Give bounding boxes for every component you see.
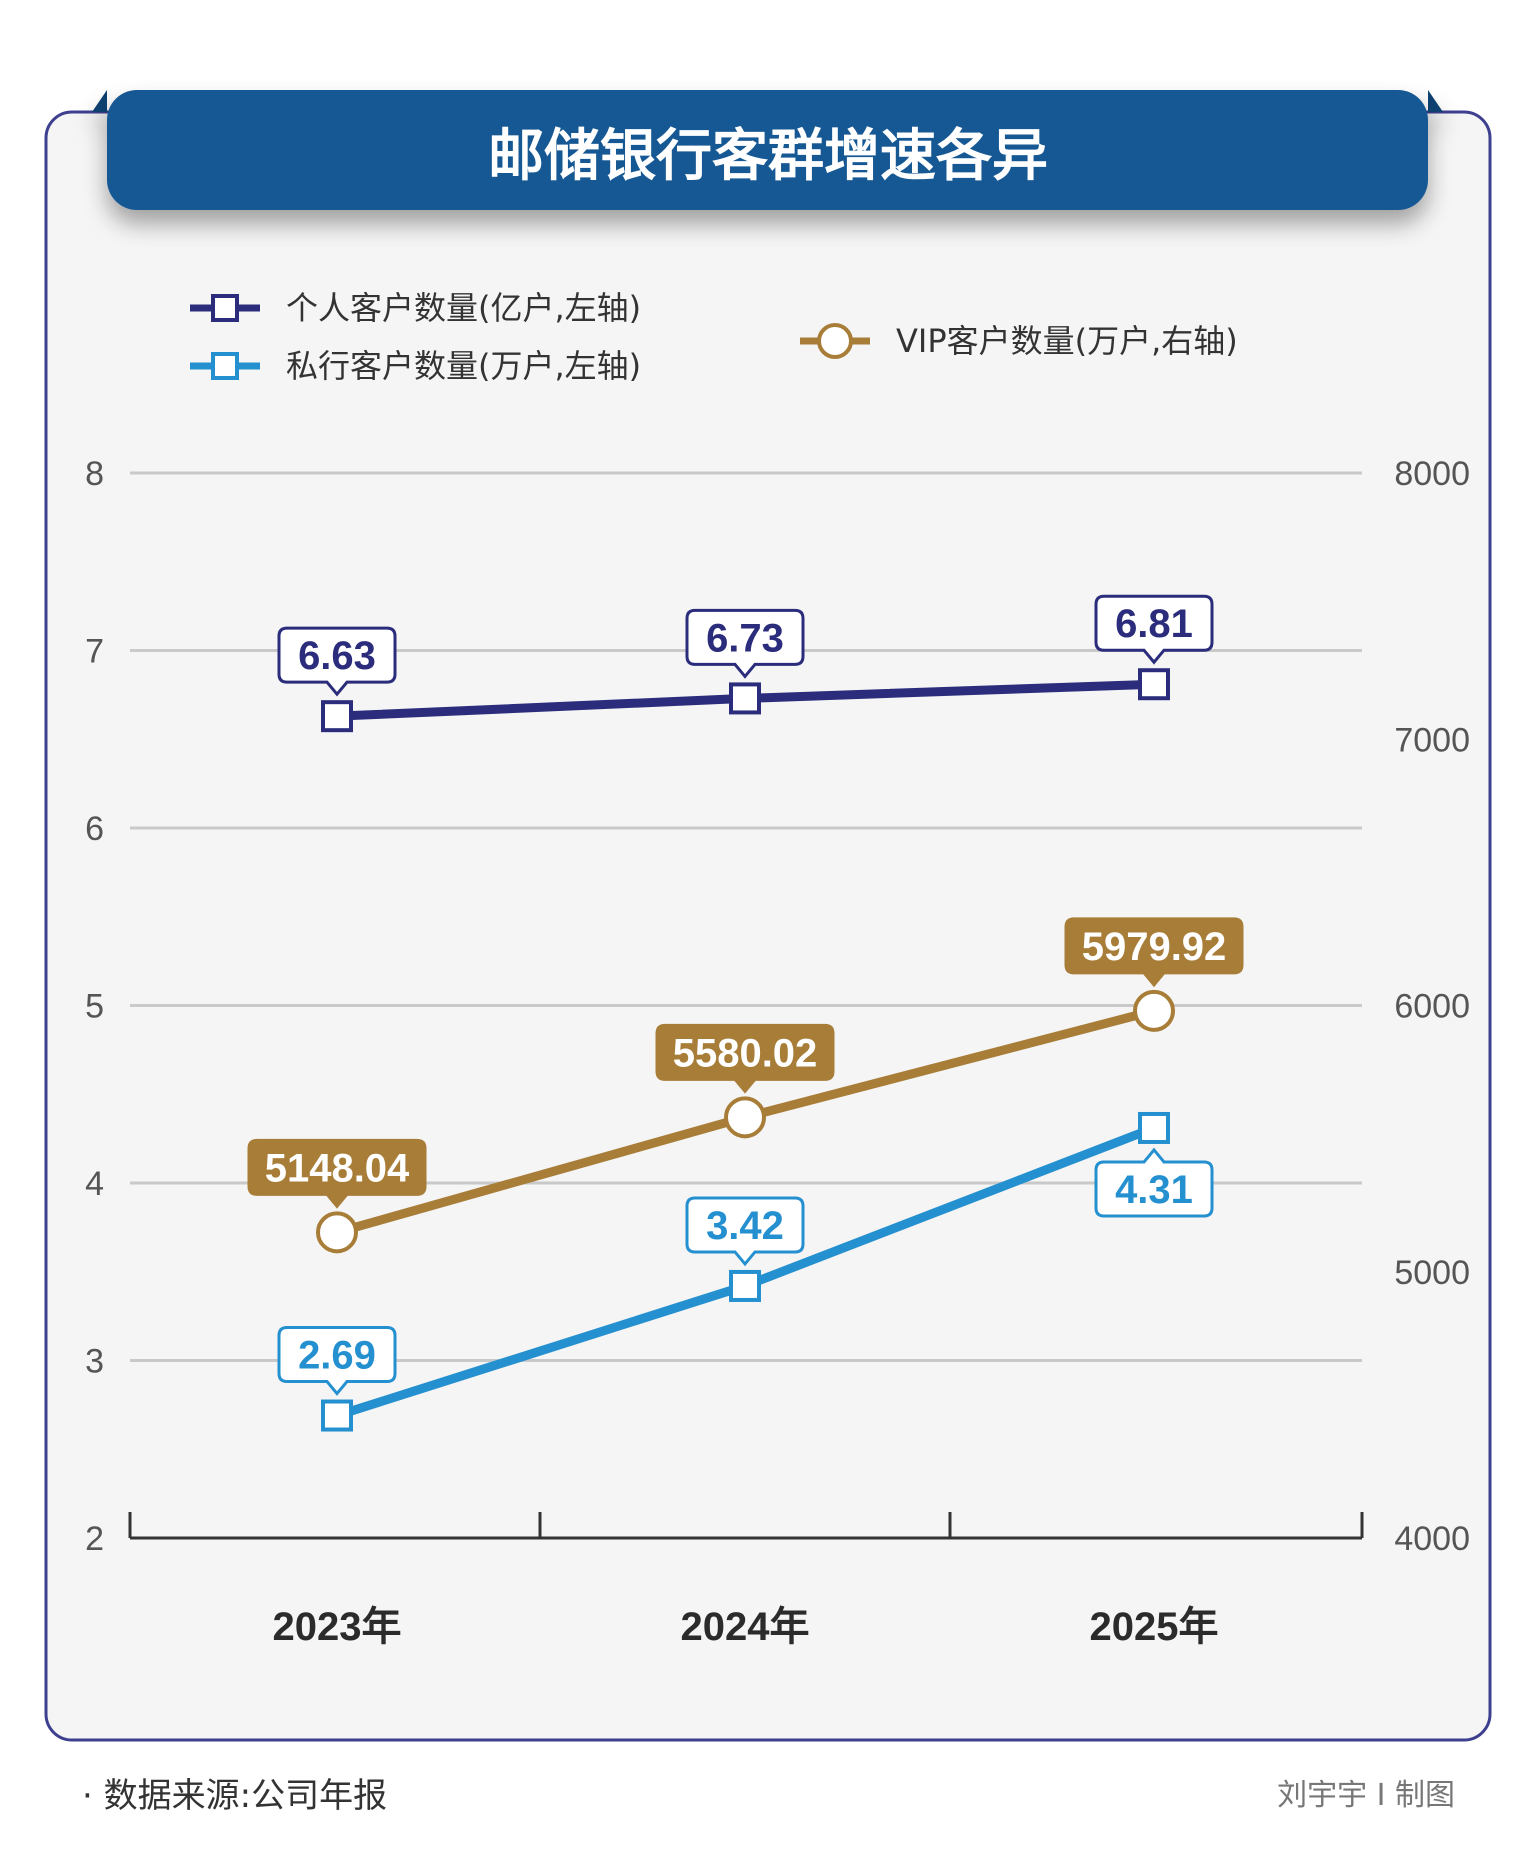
chart-title: 邮储银行客群增速各异 bbox=[488, 124, 1048, 189]
title-banner-bg bbox=[107, 90, 1428, 210]
data-labels: 6.63 6.73 6.81 2.69 3.42 4.31 5148.04 5580.02 59… bbox=[247, 594, 1244, 1396]
data-label: 6.73 bbox=[685, 608, 805, 679]
y-left-tick-label: 2 bbox=[85, 1520, 104, 1558]
y-right-tick-label: 6000 bbox=[1394, 988, 1470, 1026]
data-label: 6.63 bbox=[277, 626, 397, 697]
x-tick-label: 2023年 bbox=[273, 1605, 402, 1649]
data-label: 2.69 bbox=[277, 1326, 397, 1396]
data-label-text: 6.63 bbox=[298, 634, 376, 678]
y-left-tick-label: 5 bbox=[85, 988, 104, 1026]
data-label-text: 5148.04 bbox=[265, 1146, 410, 1190]
data-label: 5148.04 bbox=[247, 1138, 427, 1209]
data-label-box bbox=[655, 1023, 835, 1094]
chart-panel bbox=[44, 110, 1492, 1742]
data-label-box bbox=[277, 626, 397, 697]
series-layer bbox=[316, 668, 1175, 1432]
y-right-tick-label: 7000 bbox=[1394, 721, 1470, 759]
legend-label: 个人客户数量(亿户,左轴) bbox=[286, 289, 641, 327]
data-label-box bbox=[1094, 594, 1214, 665]
data-label-box bbox=[685, 608, 805, 679]
data-point-circle bbox=[1133, 989, 1175, 1032]
legend-marker-square bbox=[211, 352, 239, 380]
data-point-square bbox=[1138, 1111, 1170, 1144]
data-label: 5979.92 bbox=[1064, 917, 1244, 988]
data-label: 3.42 bbox=[685, 1196, 805, 1267]
y-right-tick-label: 4000 bbox=[1394, 1520, 1470, 1558]
y-left-tick-label: 6 bbox=[85, 810, 104, 848]
data-point-circle bbox=[316, 1211, 358, 1254]
x-tick-label: 2024年 bbox=[681, 1605, 810, 1649]
data-label-box bbox=[247, 1138, 427, 1209]
legend: 个人客户数量(亿户,左轴) 私行客户数量(万户,左轴) VIP客户数量(万户,右轴) bbox=[190, 289, 1238, 385]
y-left-tick-label: 3 bbox=[85, 1343, 104, 1381]
source-note: · 数据来源:公司年报 bbox=[82, 1776, 388, 1816]
legend-marker-circle bbox=[817, 323, 853, 359]
legend-marker-square bbox=[211, 294, 239, 322]
legend-label: 私行客户数量(万户,左轴) bbox=[286, 347, 641, 385]
x-tick-label: 2025年 bbox=[1090, 1605, 1219, 1649]
data-point-square bbox=[1138, 668, 1170, 701]
credit: 刘宇宇 I 制图 bbox=[1277, 1778, 1455, 1813]
data-label: 4.31 bbox=[1094, 1147, 1214, 1218]
y-right-tick-label: 8000 bbox=[1394, 455, 1470, 493]
data-label-box bbox=[1094, 1147, 1214, 1218]
data-label-text: 5580.02 bbox=[673, 1031, 818, 1075]
data-label-box bbox=[685, 1196, 805, 1267]
y-left-tick-label: 4 bbox=[85, 1165, 104, 1203]
data-label-text: 2.69 bbox=[298, 1334, 376, 1378]
y-left-tick-label: 8 bbox=[85, 455, 104, 493]
data-point-square bbox=[321, 1399, 353, 1432]
x-axis: 2023年 2024年 2025年 bbox=[128, 1512, 1364, 1649]
data-point-square bbox=[321, 700, 353, 733]
data-label: 6.81 bbox=[1094, 594, 1214, 665]
data-label-box bbox=[277, 1326, 397, 1396]
y-right-tick-label: 5000 bbox=[1394, 1254, 1470, 1292]
data-label-text: 3.42 bbox=[706, 1204, 784, 1248]
data-point-circle bbox=[724, 1096, 766, 1139]
title-banner bbox=[92, 90, 1443, 210]
data-label-text: 6.81 bbox=[1115, 602, 1193, 646]
data-label-text: 5979.92 bbox=[1082, 925, 1227, 969]
data-point-square bbox=[729, 682, 761, 715]
data-label: 5580.02 bbox=[655, 1023, 835, 1094]
y-axis-left: 2 3 4 5 6 7 8 bbox=[85, 455, 104, 1558]
data-label-box bbox=[1064, 917, 1244, 988]
data-point-square bbox=[729, 1269, 761, 1302]
y-axis-right: 4000 5000 6000 7000 8000 bbox=[1394, 455, 1470, 1558]
y-left-tick-label: 7 bbox=[85, 633, 104, 671]
data-label-text: 6.73 bbox=[706, 616, 784, 660]
legend-label: VIP客户数量(万户,右轴) bbox=[896, 322, 1238, 360]
data-label-text: 4.31 bbox=[1115, 1168, 1193, 1212]
